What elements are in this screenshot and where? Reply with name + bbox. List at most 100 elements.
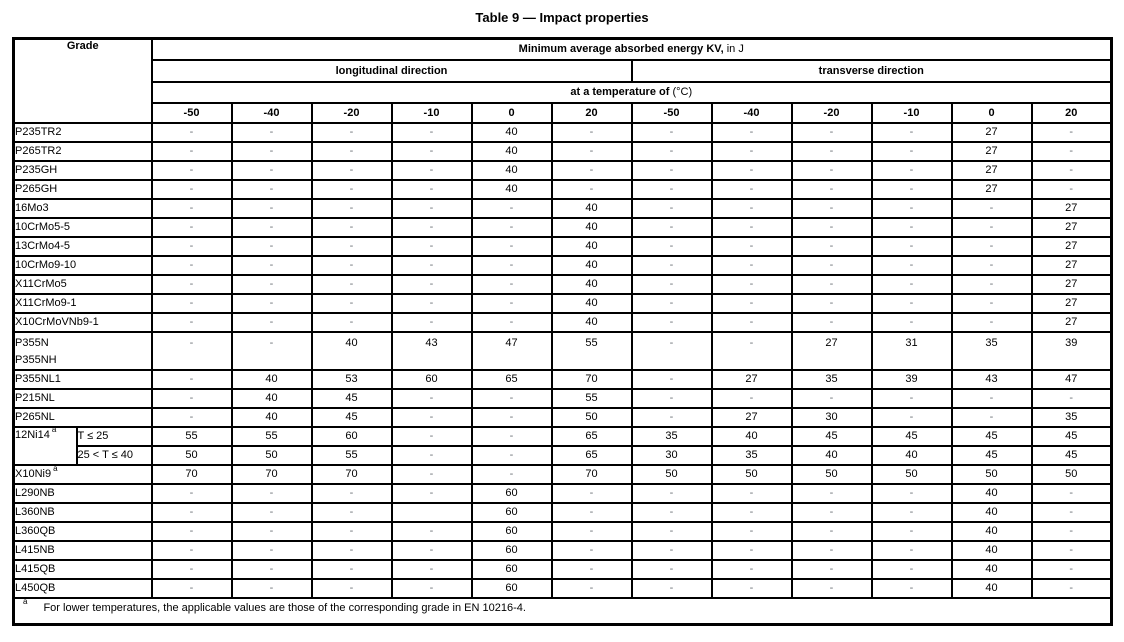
table-row: L290NB - - - -60- - - - -40- xyxy=(12,482,1113,504)
value-cell: 40 xyxy=(550,311,633,333)
value-cell: - xyxy=(870,121,953,143)
value-cell: - xyxy=(470,254,553,276)
value-cell: - xyxy=(950,387,1033,409)
value-cell: 40 xyxy=(950,520,1033,542)
value-cell: - xyxy=(310,292,393,314)
grade-label: P235TR2 xyxy=(15,126,62,138)
value-cell: - xyxy=(1030,121,1113,143)
value-cell: 27 xyxy=(1030,273,1113,295)
grade-cell: 10CrMo9-10 xyxy=(12,254,153,276)
value-cell: 47 xyxy=(1030,368,1113,390)
value-cell: - xyxy=(390,463,473,485)
header-row-energy: Grade Minimum average absorbed energy KV… xyxy=(12,37,1113,124)
value-cell: - xyxy=(950,235,1033,257)
value-cell: - xyxy=(390,539,473,561)
value-cell: - xyxy=(470,463,553,485)
value-cell: 55 xyxy=(550,387,633,409)
value-cell: 60 xyxy=(390,368,473,390)
value-cell: 40 xyxy=(550,197,633,219)
value-cell: 45 xyxy=(1030,425,1113,447)
value-cell: - xyxy=(630,558,713,580)
value-cell: 35 xyxy=(710,444,793,466)
value-cell: 45 xyxy=(950,425,1033,447)
value-cell: - xyxy=(470,387,553,409)
value-cell: - xyxy=(630,235,713,257)
value-cell: - xyxy=(710,121,793,143)
value-cell: - xyxy=(230,311,313,333)
value-cell: - xyxy=(870,292,953,314)
value-cell: - xyxy=(230,520,313,542)
value-cell: - xyxy=(790,159,873,181)
value-cell: - xyxy=(550,140,633,162)
value-cell: - xyxy=(710,311,793,333)
value-cell: - xyxy=(630,501,713,523)
value-cell: - xyxy=(710,216,793,238)
value-cell: 40 xyxy=(470,140,553,162)
value-cell: - xyxy=(150,520,233,542)
value-cell: - xyxy=(390,178,473,200)
grade-column-header: Grade xyxy=(12,37,153,124)
value-cell: - xyxy=(710,140,793,162)
value-cell: - xyxy=(710,520,793,542)
value-cell: - xyxy=(950,216,1033,238)
value-cell: 50 xyxy=(950,463,1033,485)
value-cell: - xyxy=(870,197,953,219)
grade-label: L290NB xyxy=(15,487,55,499)
value-cell: 45 xyxy=(950,444,1033,466)
value-cell: - xyxy=(790,178,873,200)
grade-cell: X10CrMoVNb9-1 xyxy=(12,311,153,333)
table-row: L415NB - - - -60- - - - -40- xyxy=(12,539,1113,561)
value-cell: 27 xyxy=(1030,311,1113,333)
value-cell: - xyxy=(150,539,233,561)
grade-label: P355N xyxy=(15,336,49,349)
value-cell: 40 xyxy=(310,330,393,371)
grade-cell: P265GH xyxy=(12,178,153,200)
value-cell: 27 xyxy=(710,368,793,390)
value-cell: - xyxy=(230,159,313,181)
value-cell: - xyxy=(550,577,633,599)
value-cell: - xyxy=(710,178,793,200)
value-cell: 65 xyxy=(470,368,553,390)
value-cell: - xyxy=(150,140,233,162)
value-cell: - xyxy=(710,292,793,314)
value-cell: - xyxy=(950,273,1033,295)
table-row: P235TR2- - - -40- - - - -27- xyxy=(12,121,1113,143)
value-cell: - xyxy=(870,273,953,295)
value-cell: 27 xyxy=(1030,197,1113,219)
value-cell: - xyxy=(310,178,393,200)
grade-cell: L290NB xyxy=(12,482,153,504)
value-cell: - xyxy=(230,558,313,580)
header-row-temperatures: -50 -40 -20 -10 0 20 -50 -40 -20 -10 0 20 xyxy=(14,101,1113,124)
value-cell: - xyxy=(950,197,1033,219)
value-cell: 40 xyxy=(950,501,1033,523)
value-cell: - xyxy=(230,197,313,219)
value-cell: - xyxy=(1030,539,1113,561)
value-cell: - xyxy=(790,311,873,333)
value-cell: 55 xyxy=(550,330,633,371)
table-row: X10Ni9 a 70 70 70- -70 50 50 50 50 50 50 xyxy=(12,463,1113,485)
table-row: 25 < T ≤ 40 50 50 55- -65 30 35 40 40 45 45 xyxy=(14,444,1113,466)
value-cell: 40 xyxy=(870,444,953,466)
value-cell: - xyxy=(630,159,713,181)
value-cell: 31 xyxy=(870,330,953,371)
value-cell: - xyxy=(710,482,793,504)
value-cell: 50 xyxy=(150,444,233,466)
footnote-ref: a xyxy=(51,426,57,434)
value-cell: - xyxy=(390,273,473,295)
temp-header-trans--40: -40 xyxy=(710,101,793,124)
value-cell: - xyxy=(1030,159,1113,181)
table-row: P355NL1-40 53 60 65 70-27 35 39 43 47 xyxy=(12,368,1113,390)
value-cell: 50 xyxy=(870,463,953,485)
value-cell: 27 xyxy=(1030,254,1113,276)
value-cell: 35 xyxy=(950,330,1033,371)
value-cell: 55 xyxy=(230,425,313,447)
value-cell: - xyxy=(150,197,233,219)
value-cell: - xyxy=(790,558,873,580)
value-cell: - xyxy=(950,406,1033,428)
value-cell: - xyxy=(230,216,313,238)
table-row: L415QB - - - -60- - - - -40- xyxy=(12,558,1113,580)
table-row: P265NL -40 45- -50-27 30- -35 xyxy=(12,406,1113,428)
value-cell: - xyxy=(390,159,473,181)
value-cell: - xyxy=(390,387,473,409)
value-cell: - xyxy=(470,197,553,219)
